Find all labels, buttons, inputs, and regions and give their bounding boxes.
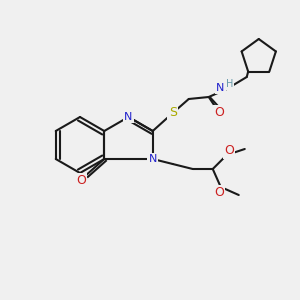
Text: N: N (216, 83, 225, 93)
Text: S: S (169, 106, 177, 119)
Text: N: N (124, 112, 133, 122)
Text: O: O (214, 187, 224, 200)
Text: O: O (76, 175, 86, 188)
Text: H: H (226, 79, 233, 89)
Text: O: O (214, 106, 224, 119)
Text: N: N (148, 154, 157, 164)
Text: O: O (224, 145, 234, 158)
